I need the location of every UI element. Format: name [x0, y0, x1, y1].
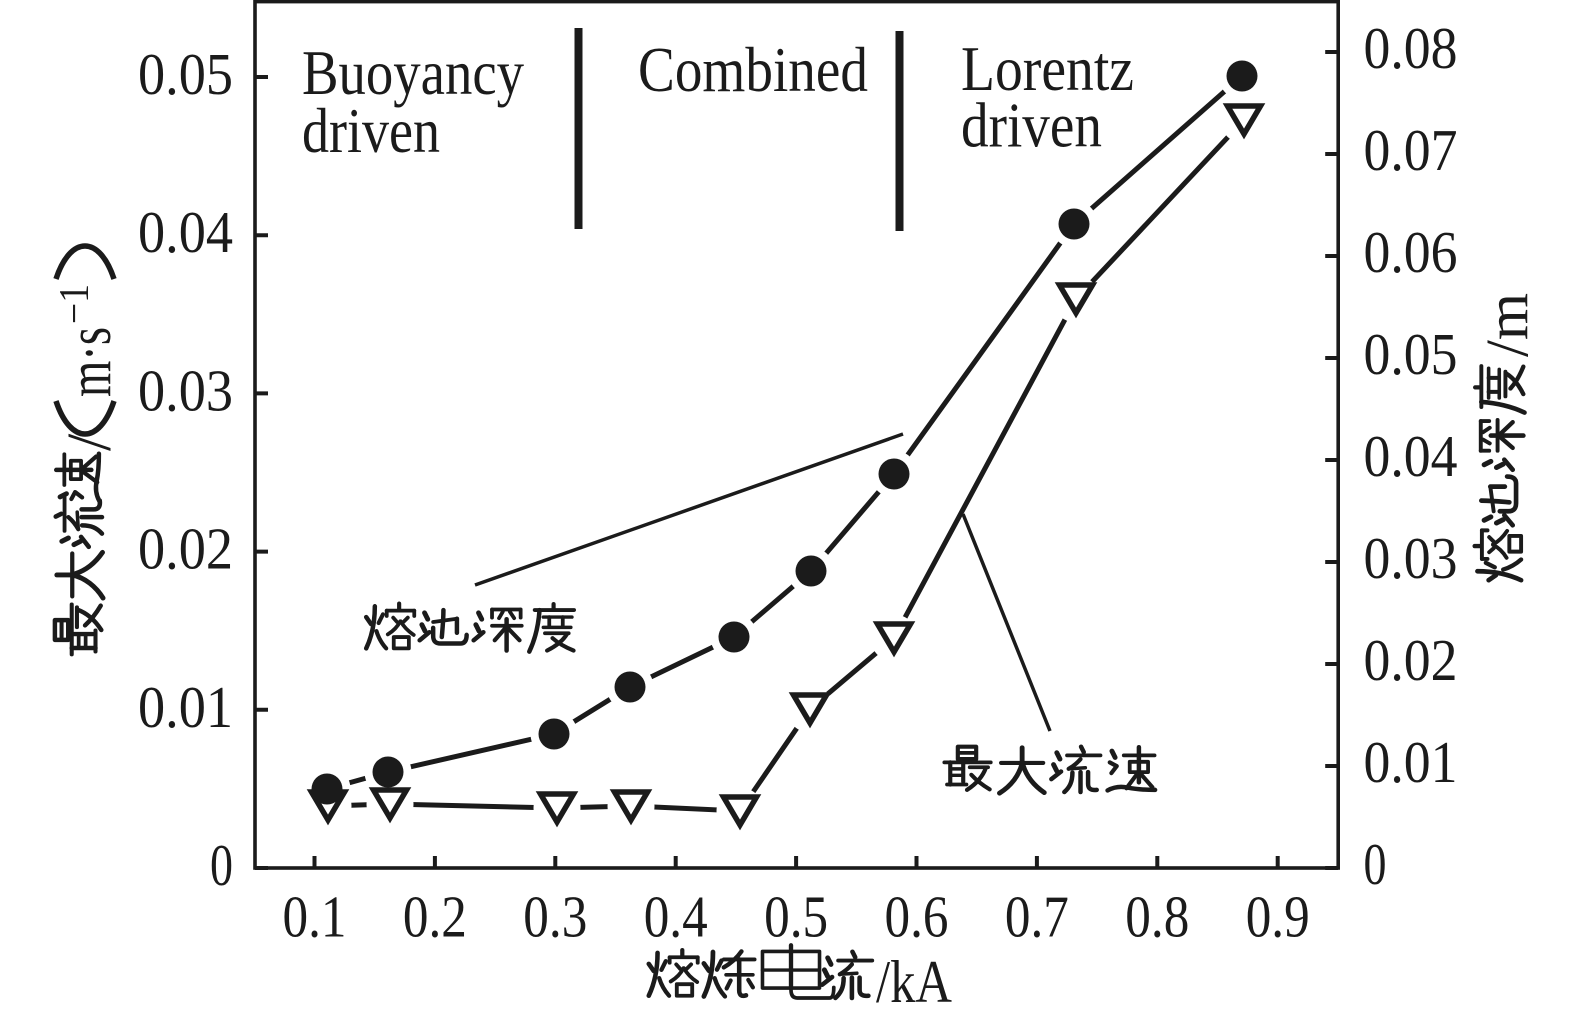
svg-text:Lorentz: Lorentz: [961, 33, 1134, 104]
svg-text:0.1: 0.1: [283, 884, 347, 950]
svg-text:0.3: 0.3: [523, 884, 587, 950]
svg-text:Combined: Combined: [638, 34, 868, 105]
svg-text:−1: −1: [52, 284, 98, 324]
svg-text:0.05: 0.05: [138, 41, 233, 107]
svg-text:0.08: 0.08: [1364, 15, 1458, 81]
svg-text:0.7: 0.7: [1005, 884, 1069, 950]
svg-text:/kA: /kA: [876, 949, 952, 1015]
svg-text:0: 0: [210, 832, 233, 898]
svg-text:0.4: 0.4: [644, 884, 708, 950]
svg-text:0.02: 0.02: [1364, 627, 1458, 693]
svg-text:0.6: 0.6: [885, 884, 949, 950]
svg-text:/: /: [56, 433, 124, 451]
svg-text:/m: /m: [1475, 293, 1541, 357]
svg-text:0.04: 0.04: [1364, 423, 1458, 489]
svg-text:0.03: 0.03: [138, 357, 233, 423]
svg-text:0.06: 0.06: [1364, 219, 1458, 285]
svg-text:Buoyancy: Buoyancy: [302, 37, 524, 108]
svg-text:m·s: m·s: [56, 327, 124, 397]
svg-text:driven: driven: [961, 90, 1102, 161]
svg-text:0.2: 0.2: [403, 884, 467, 950]
svg-text:0.9: 0.9: [1246, 884, 1310, 950]
svg-text:0.5: 0.5: [764, 884, 828, 950]
svg-text:0.02: 0.02: [138, 516, 233, 582]
svg-text:0.01: 0.01: [138, 674, 233, 740]
svg-text:0.07: 0.07: [1364, 117, 1458, 183]
svg-text:0.8: 0.8: [1125, 884, 1189, 950]
svg-text:0.03: 0.03: [1364, 525, 1458, 591]
svg-text:0.01: 0.01: [1364, 729, 1458, 795]
svg-text:driven: driven: [302, 95, 440, 166]
svg-text:0.04: 0.04: [138, 199, 233, 265]
svg-text:0: 0: [1364, 831, 1387, 897]
svg-text:0.05: 0.05: [1364, 321, 1458, 387]
